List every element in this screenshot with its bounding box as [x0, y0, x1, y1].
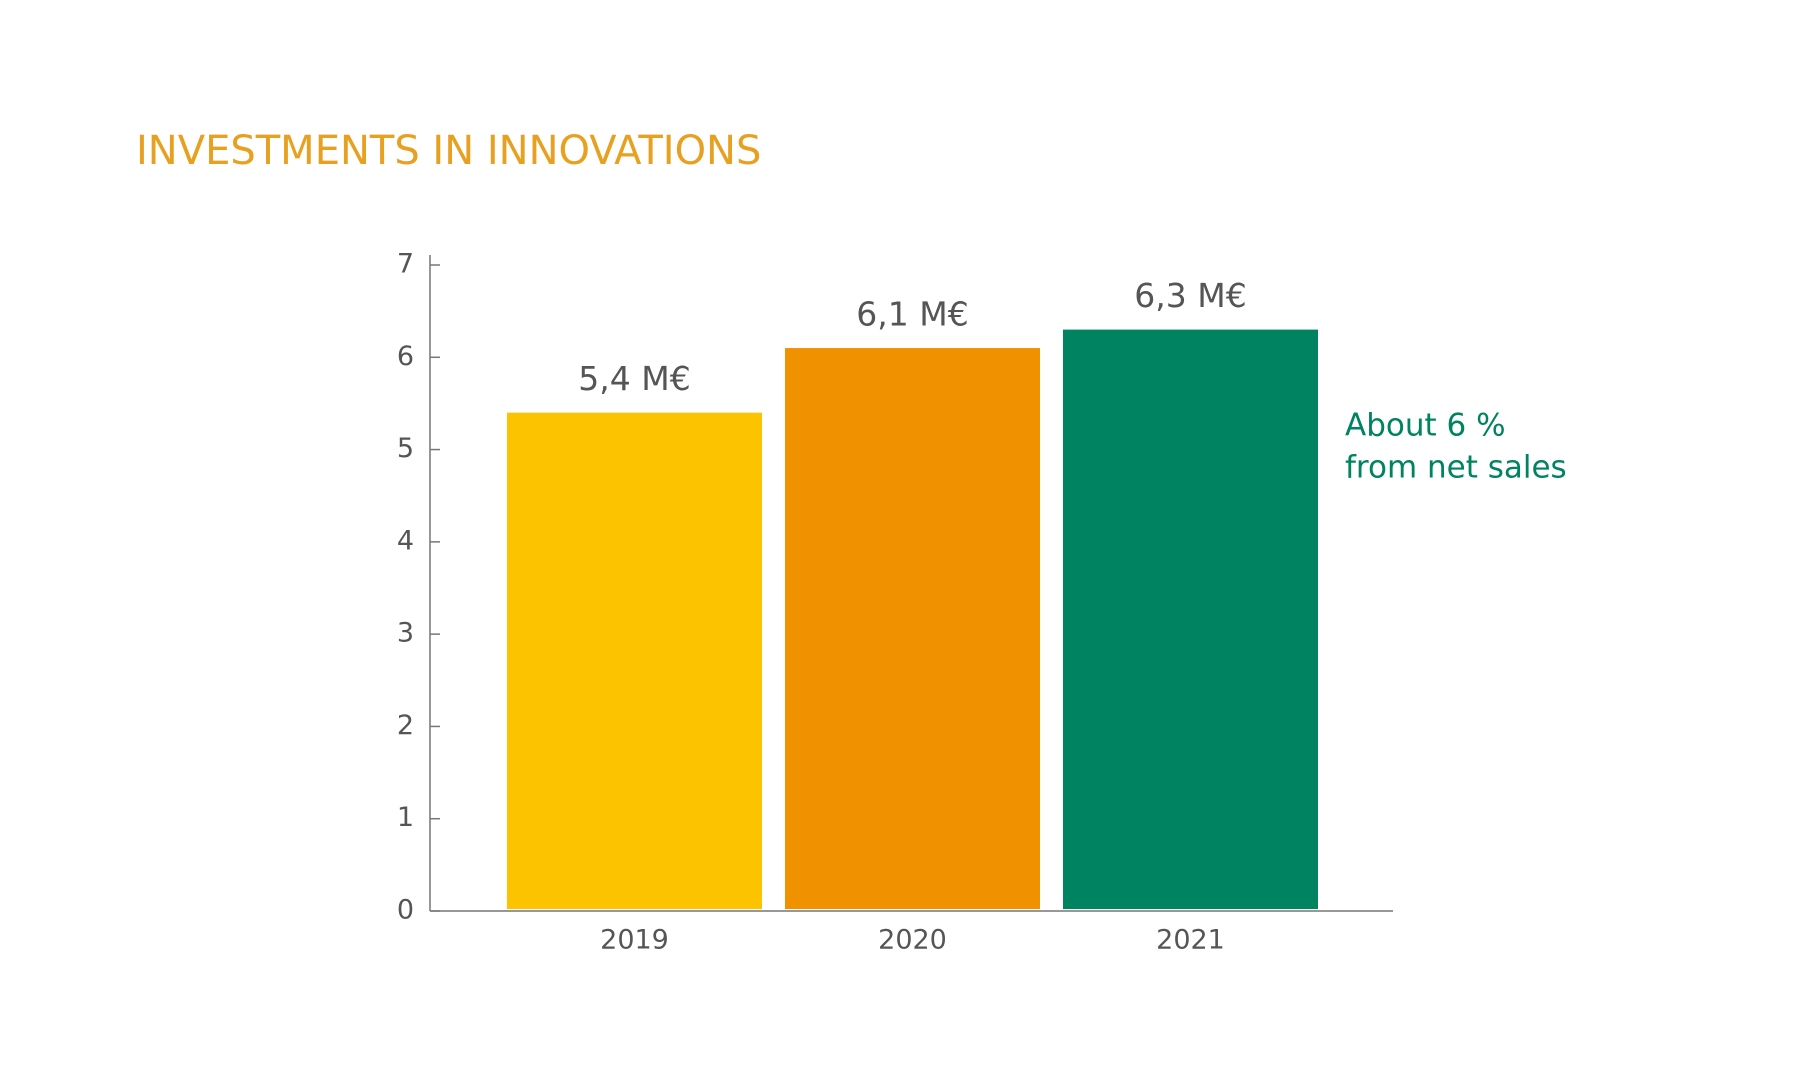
y-tick-label: 0	[397, 895, 414, 926]
value-label: 6,3 M€	[1134, 276, 1246, 315]
y-tick-label: 7	[397, 249, 414, 280]
annotation: About 6 %	[1345, 408, 1506, 444]
bar	[1063, 329, 1318, 910]
y-tick-label: 4	[397, 525, 414, 556]
value-label: 5,4 M€	[578, 359, 690, 398]
chart-title: INVESTMENTS IN INNOVATIONS	[136, 128, 761, 174]
y-tick-label: 5	[397, 433, 414, 464]
x-tick-label: 2020	[878, 925, 947, 956]
x-tick-label: 2021	[1156, 925, 1225, 956]
value-label: 6,1 M€	[856, 295, 968, 334]
bar	[785, 348, 1040, 909]
y-tick-label: 2	[397, 710, 414, 741]
y-tick-label: 6	[397, 341, 414, 372]
y-tick-label: 3	[397, 618, 414, 649]
y-tick-label: 1	[397, 802, 414, 833]
annotation: from net sales	[1345, 450, 1567, 486]
bar	[507, 412, 762, 909]
x-tick-label: 2019	[600, 925, 669, 956]
